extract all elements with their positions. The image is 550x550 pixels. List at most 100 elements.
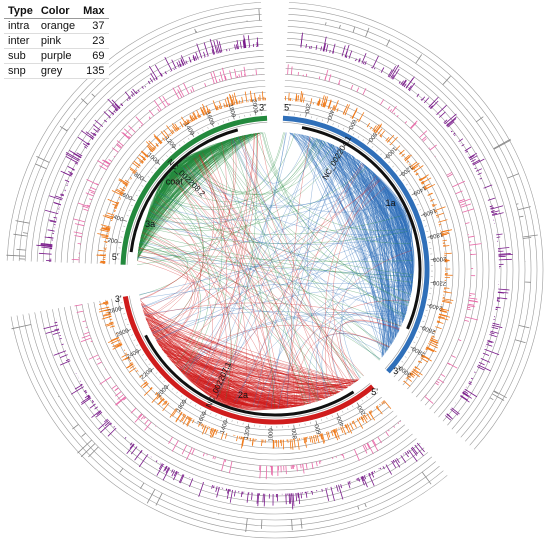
- inter-bar: [162, 95, 169, 106]
- intra-bar: [301, 95, 303, 103]
- sub-bar: [164, 466, 168, 471]
- intra-bar: [128, 367, 137, 373]
- link-seg1: [348, 152, 413, 285]
- sub-bar: [111, 104, 118, 111]
- intra-bar: [233, 92, 238, 105]
- link-seg2: [145, 317, 340, 393]
- sub-bar: [420, 98, 422, 101]
- snp-bar: [22, 232, 28, 234]
- intra-bar: [106, 212, 115, 216]
- sub-bar: [262, 493, 264, 503]
- intra-bar: [211, 428, 216, 438]
- sub-bar: [400, 455, 407, 463]
- snp-bar: [339, 24, 341, 29]
- intra-bar: [414, 366, 417, 369]
- intra-bar: [437, 320, 441, 322]
- track-ring: [84, 79, 266, 264]
- sub-bar: [363, 475, 367, 480]
- intra-bar: [116, 188, 124, 194]
- minor-tick: [185, 398, 187, 401]
- minor-tick: [197, 132, 199, 135]
- cross-link: [198, 154, 227, 388]
- inter-bar: [459, 203, 466, 206]
- sub-bar: [251, 492, 253, 500]
- inter-bar: [138, 413, 142, 418]
- inter-bar: [89, 198, 93, 201]
- sub-bar: [497, 297, 508, 300]
- inter-bar: [302, 463, 305, 474]
- inter-bar: [82, 320, 86, 323]
- link-seg2: [160, 347, 357, 382]
- legend-header-max: Max: [79, 4, 109, 19]
- inter-bar: [148, 110, 155, 117]
- cross-link: [176, 172, 375, 208]
- intra-bar: [442, 299, 450, 302]
- tick-label: 1600: [197, 410, 209, 425]
- intra-bar: [109, 315, 112, 317]
- inter-bar: [107, 164, 110, 167]
- intra-bar: [435, 212, 445, 217]
- inter-bar: [144, 421, 152, 431]
- sub-bar: [64, 179, 70, 183]
- sub-bar: [131, 94, 134, 97]
- intra-bar: [114, 205, 118, 208]
- cross-link: [171, 178, 364, 376]
- track-ring: [63, 307, 413, 485]
- intra-bar: [297, 95, 300, 102]
- minor-tick: [422, 320, 425, 322]
- intra-bar: [385, 136, 390, 142]
- cross-link: [147, 217, 320, 401]
- minor-tick: [361, 399, 364, 402]
- inter-bar: [210, 72, 215, 84]
- track-ring: [284, 91, 454, 390]
- cross-link: [178, 312, 404, 370]
- intra-bar: [201, 423, 204, 427]
- sub-bar: [70, 386, 84, 395]
- cross-link: [231, 138, 319, 402]
- legend-row-intra: intra orange 37: [4, 18, 109, 34]
- intra-bar: [350, 116, 352, 118]
- inter-bar: [458, 198, 465, 202]
- intra-bar: [375, 406, 380, 411]
- minor-tick: [222, 120, 224, 123]
- sub-bar: [298, 492, 301, 505]
- track-ring: [108, 103, 267, 265]
- sub-bar: [93, 132, 97, 136]
- intra-bar: [318, 100, 321, 106]
- minor-tick: [411, 193, 414, 196]
- intra-bar: [129, 177, 132, 179]
- intra-bar: [421, 355, 432, 362]
- sub-bar: [379, 467, 382, 470]
- intra-bar: [424, 183, 436, 191]
- intra-bar: [181, 116, 187, 126]
- inter-bar: [88, 354, 99, 360]
- sub-bar: [60, 193, 65, 196]
- intra-bar: [423, 186, 427, 189]
- intra-bar: [431, 335, 436, 338]
- sub-bar: [498, 258, 512, 261]
- cross-link: [139, 243, 364, 377]
- intra-bar: [129, 168, 136, 174]
- intra-bar: [201, 109, 205, 116]
- minor-tick: [356, 402, 359, 405]
- cross-link: [217, 152, 348, 396]
- sub-bar: [74, 162, 78, 165]
- minor-tick: [399, 174, 402, 177]
- snp-bar: [421, 471, 432, 485]
- intra-bar: [215, 429, 218, 435]
- intra-bar: [442, 300, 453, 304]
- sub-bar: [462, 392, 472, 399]
- sub-bar: [416, 442, 425, 453]
- sub-bar: [430, 100, 439, 110]
- sub-bar: [136, 91, 138, 94]
- cross-link: [198, 135, 248, 385]
- intra-bar: [412, 165, 419, 171]
- sub-bar: [53, 201, 61, 205]
- sub-bar: [498, 288, 510, 291]
- intra-bar: [104, 214, 114, 218]
- inter-bar: [89, 186, 97, 191]
- intra-bar: [109, 321, 114, 324]
- sub-bar: [438, 111, 446, 118]
- intra-bar: [201, 424, 205, 430]
- intra-bar: [113, 209, 116, 211]
